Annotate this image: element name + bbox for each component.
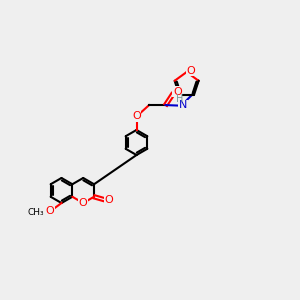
Text: H: H [176,94,184,104]
Text: O: O [104,195,113,205]
Text: O: O [132,112,141,122]
Text: N: N [179,100,187,110]
Text: O: O [186,66,195,76]
Text: O: O [173,87,182,97]
Text: O: O [79,198,88,208]
Text: CH₃: CH₃ [28,208,45,217]
Text: O: O [46,206,55,216]
